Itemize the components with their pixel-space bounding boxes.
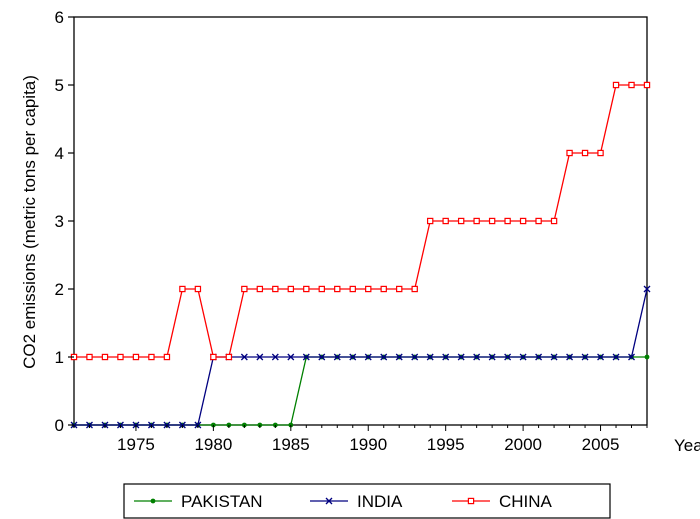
- data-point: [86, 353, 93, 361]
- data-point: [240, 353, 248, 361]
- data-point: [302, 353, 310, 361]
- data-point: [148, 353, 155, 361]
- data-point: [349, 353, 357, 361]
- data-point: [287, 285, 295, 293]
- data-point: [179, 285, 186, 293]
- data-point: [256, 353, 264, 361]
- data-point: [473, 217, 480, 225]
- data-point: [241, 285, 248, 293]
- data-point: [597, 149, 604, 157]
- legend-item-china: CHINA: [452, 492, 553, 511]
- plot-area: [73, 16, 648, 426]
- legend-label: CHINA: [499, 492, 553, 511]
- data-point: [644, 354, 650, 360]
- data-point: [488, 217, 496, 225]
- y-axis-label: CO2 emissions (metric tons per capita): [20, 75, 39, 369]
- data-point: [519, 217, 527, 225]
- data-point: [132, 353, 140, 361]
- x-axis-label: Year: [674, 436, 700, 455]
- data-point: [535, 353, 543, 361]
- data-point: [101, 353, 109, 361]
- data-point: [365, 285, 372, 293]
- data-point: [581, 353, 589, 361]
- data-point: [581, 149, 589, 157]
- legend-marker: [325, 497, 333, 505]
- data-point: [504, 217, 511, 225]
- data-point: [426, 353, 434, 361]
- data-point: [225, 353, 233, 361]
- data-point: [612, 353, 620, 361]
- data-point: [519, 353, 527, 361]
- legend-label: PAKISTAN: [181, 492, 263, 511]
- data-point: [333, 353, 341, 361]
- data-point: [380, 353, 388, 361]
- data-point: [473, 353, 481, 361]
- data-point: [628, 81, 635, 89]
- x-tick-label: 1995: [427, 435, 465, 454]
- x-tick-label: 1975: [117, 435, 155, 454]
- legend-item-india: INDIA: [310, 492, 403, 511]
- data-point: [457, 353, 465, 361]
- data-point: [364, 353, 372, 361]
- y-tick-label: 2: [55, 280, 64, 299]
- data-point: [256, 285, 264, 293]
- data-point: [457, 217, 465, 225]
- y-tick-label: 0: [55, 416, 64, 435]
- data-point: [272, 285, 279, 293]
- data-point: [349, 285, 356, 293]
- axes: 0 1 2 3 4 5 6 1975 1980 1985 1990 1995 2000 2005: [55, 8, 648, 454]
- data-point: [396, 285, 403, 293]
- data-point: [117, 353, 124, 361]
- y-tick-label: 5: [55, 76, 64, 95]
- data-point: [643, 285, 651, 293]
- data-point: [612, 81, 620, 89]
- data-point: [597, 353, 605, 361]
- data-point: [334, 285, 341, 293]
- y-tick-label: 1: [55, 348, 64, 367]
- legend-item-pakistan: PAKISTAN: [134, 492, 263, 511]
- data-point: [318, 353, 326, 361]
- data-point: [194, 285, 202, 293]
- data-point: [566, 149, 573, 157]
- y-tick-label: 6: [55, 8, 64, 27]
- data-point: [566, 353, 574, 361]
- data-point: [504, 353, 512, 361]
- x-tick-label: 1985: [272, 435, 310, 454]
- legend-marker: [150, 498, 156, 504]
- y-tick-label: 4: [55, 144, 64, 163]
- x-tick-label: 2005: [582, 435, 620, 454]
- x-tick-label: 1990: [349, 435, 387, 454]
- y-tick-label: 3: [55, 212, 64, 231]
- data-point: [426, 217, 434, 225]
- data-point: [271, 353, 279, 361]
- data-point: [628, 353, 635, 361]
- legend: PAKISTAN INDIA CHINA: [123, 483, 611, 519]
- data-point: [411, 353, 419, 361]
- data-point: [535, 217, 542, 225]
- data-point: [163, 353, 171, 361]
- x-tick-label: 1980: [194, 435, 232, 454]
- data-point: [442, 217, 449, 225]
- legend-marker: [467, 497, 475, 505]
- data-point: [210, 353, 217, 361]
- plot-frame: [73, 16, 648, 426]
- data-point: [411, 285, 418, 293]
- data-point: [643, 81, 651, 89]
- data-point: [287, 353, 295, 361]
- data-point: [318, 285, 325, 293]
- data-point: [442, 353, 450, 361]
- x-tick-label: 2000: [504, 435, 542, 454]
- data-point: [380, 285, 387, 293]
- data-point: [488, 353, 496, 361]
- legend-box: [123, 483, 611, 519]
- data-point: [395, 353, 403, 361]
- data-point: [550, 353, 558, 361]
- series-line: [74, 288, 648, 426]
- series-china: [70, 81, 651, 361]
- data-point: [303, 285, 310, 293]
- legend-label: INDIA: [357, 492, 403, 511]
- data-point: [550, 217, 558, 225]
